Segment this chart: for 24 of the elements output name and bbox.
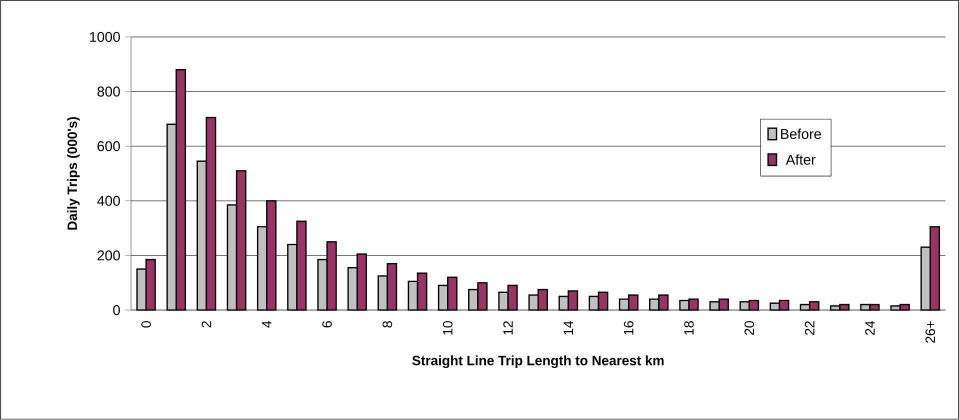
legend-label: After bbox=[786, 154, 816, 165]
x-tick-label: 22 bbox=[804, 321, 814, 335]
x-tick-label: 24 bbox=[865, 321, 875, 335]
x-tick-label: 20 bbox=[744, 321, 754, 335]
y-tick-label: 200 bbox=[98, 250, 120, 261]
x-tick-label: 14 bbox=[564, 321, 573, 335]
x-tick-label: 18 bbox=[684, 321, 694, 335]
y-tick-label: 400 bbox=[97, 196, 120, 206]
y-tick-label: 0 bbox=[113, 305, 120, 316]
legend-label: Before bbox=[781, 128, 821, 140]
y-tick-label: 1000 bbox=[90, 32, 120, 42]
x-tick-label: 26+ bbox=[925, 321, 936, 343]
x-tick-label: 8 bbox=[382, 321, 392, 328]
x-tick-label: 2 bbox=[202, 321, 212, 328]
x-tick-label: 0 bbox=[141, 321, 151, 328]
x-tick-label: 12 bbox=[503, 321, 513, 335]
y-tick-label: 600 bbox=[98, 141, 120, 152]
x-tick-label: 4 bbox=[262, 321, 272, 328]
x-tick-label: 6 bbox=[322, 321, 332, 328]
y-axis-title: Daily Trips (000's) bbox=[67, 117, 80, 230]
x-tick-label: 10 bbox=[442, 321, 452, 335]
y-tick-label: 800 bbox=[97, 86, 120, 97]
x-axis-title: Straight Line Trip Length to Nearest km bbox=[412, 356, 664, 368]
x-tick-label: 16 bbox=[624, 321, 634, 335]
